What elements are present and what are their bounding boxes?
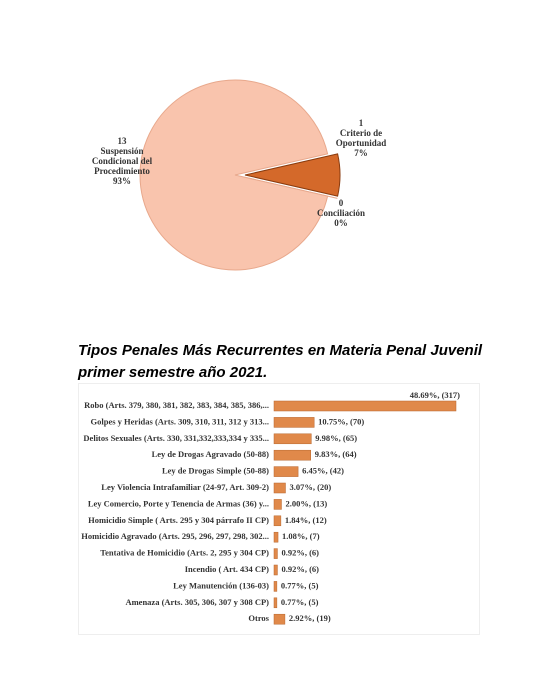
pie-percent: 0% xyxy=(334,218,348,228)
pie-category: Suspensión Condicional del Procedimiento xyxy=(91,146,153,176)
pie-percent: 93% xyxy=(113,176,131,186)
chart-title: Tipos Penales Más Recurrentes en Materia… xyxy=(78,342,483,381)
pie-label: 13 Suspensión Condicional del Procedimie… xyxy=(90,136,154,186)
pie-percent: 7% xyxy=(354,148,368,158)
pie-count: 13 xyxy=(117,136,127,146)
pie-slice xyxy=(244,153,341,197)
pie-category: Conciliación xyxy=(316,208,365,218)
pie-label: 0 Conciliación 0% xyxy=(310,198,372,228)
pie-count: 1 xyxy=(358,118,364,128)
pie-slice xyxy=(139,79,329,271)
pie-count: 0 xyxy=(338,198,344,208)
pie-label: 1 Criterio de Oportunidad 7% xyxy=(330,118,392,158)
pie-chart xyxy=(139,79,341,271)
chart-frame xyxy=(78,383,480,635)
pie-category: Criterio de Oportunidad xyxy=(335,128,387,148)
